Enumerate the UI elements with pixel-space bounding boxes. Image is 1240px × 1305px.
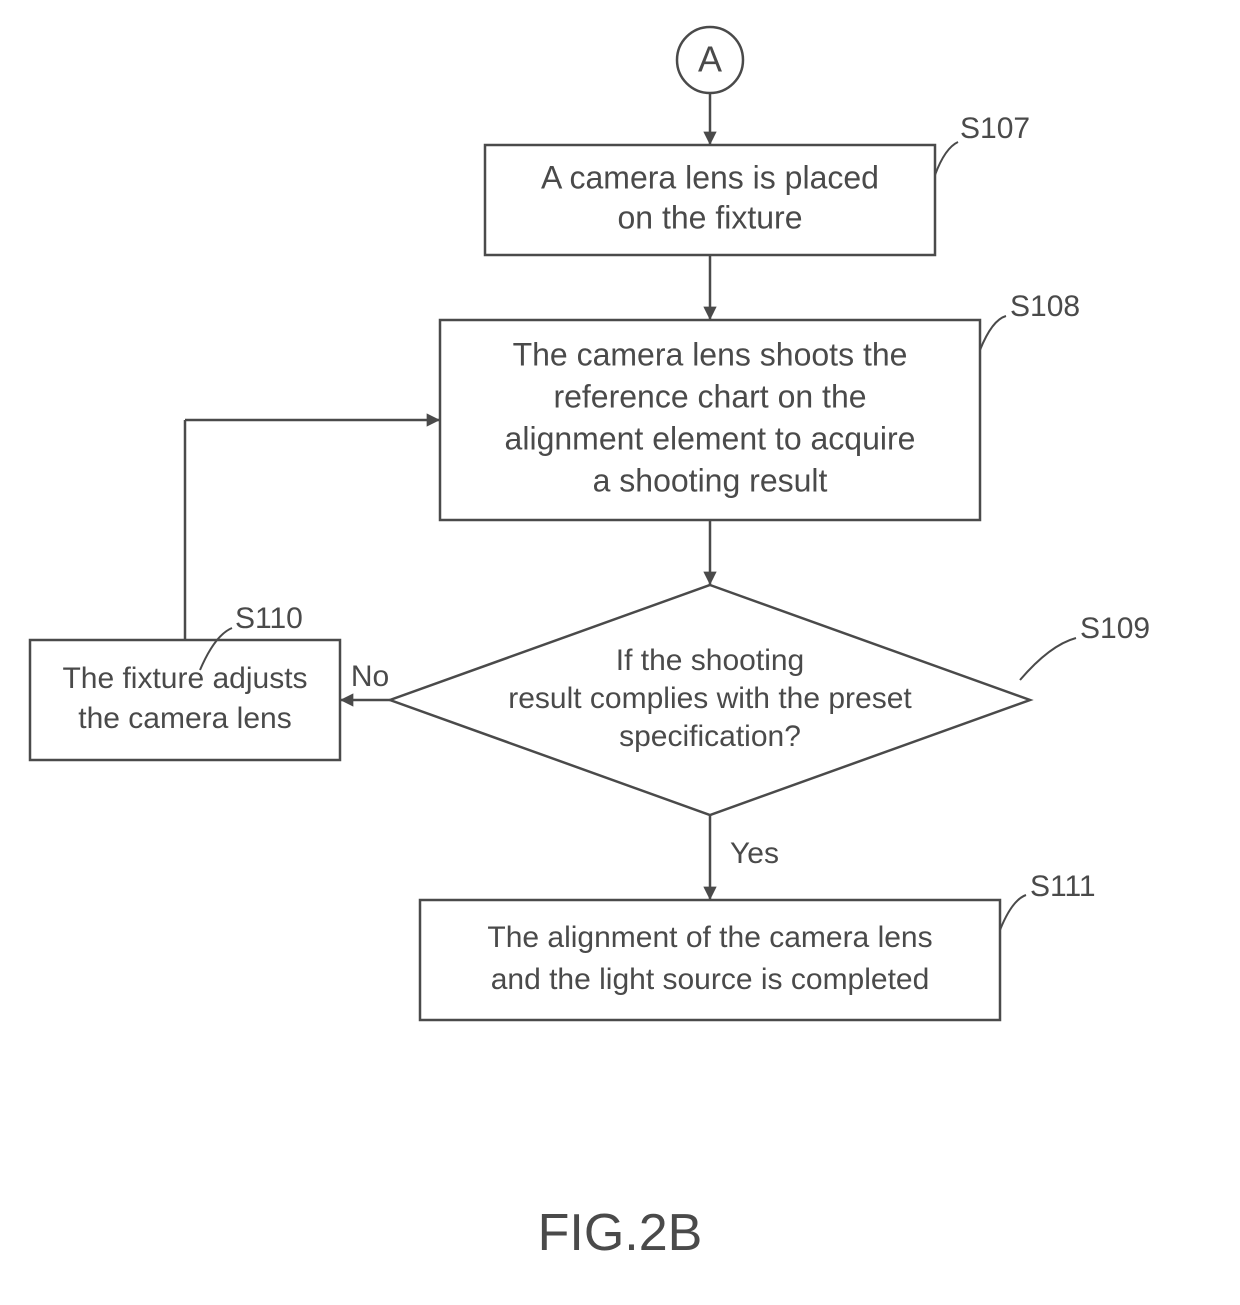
leader-S109 [1020,638,1076,680]
step-label-S109: S109 [1080,612,1150,645]
node-S109-text-1: result complies with the preset [508,682,912,715]
node-S111-text-0: The alignment of the camera lens [487,921,932,954]
node-S110-text-1: the camera lens [78,702,291,735]
node-S110 [30,640,340,760]
node-S109-text-0: If the shooting [616,644,804,677]
edge-label-S109-S110: No [351,660,389,693]
step-label-S111: S111 [1030,870,1096,903]
leader-S108 [980,316,1006,350]
node-S110-text-0: The fixture adjusts [62,662,307,695]
edge-label-S109-S111: Yes [730,837,779,870]
node-S107-text-0: A camera lens is placed [541,159,879,195]
step-label-S107: S107 [960,112,1030,145]
node-S111-text-1: and the light source is completed [491,963,930,996]
node-S108-text-2: alignment element to acquire [505,420,916,456]
node-S108-text-1: reference chart on the [553,378,866,414]
leader-S107 [935,142,958,175]
step-label-S108: S108 [1010,290,1080,323]
leader-S111 [1000,895,1026,930]
node-S108-text-3: a shooting result [593,462,828,498]
figure-label: FIG.2B [538,1204,703,1262]
node-S107-text-1: on the fixture [618,199,803,235]
connector-a-label: A [698,39,722,80]
node-S108-text-0: The camera lens shoots the [513,336,908,372]
node-S109-text-2: specification? [619,720,801,753]
step-label-S110: S110 [235,602,303,635]
node-S111 [420,900,1000,1020]
